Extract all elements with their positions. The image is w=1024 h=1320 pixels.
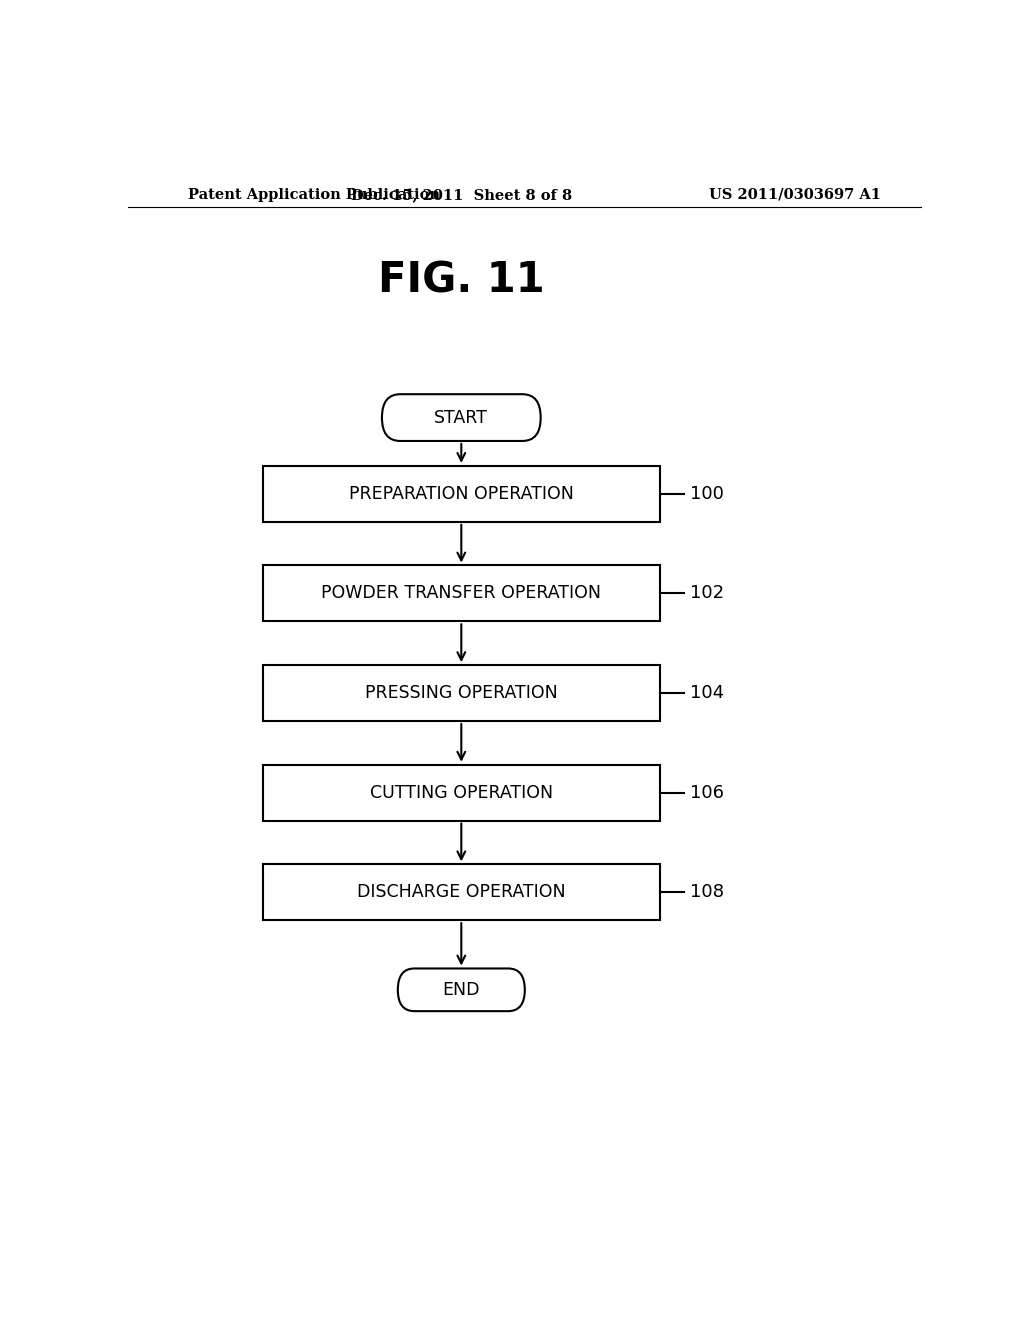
FancyBboxPatch shape [263,665,659,721]
Text: Dec. 15, 2011  Sheet 8 of 8: Dec. 15, 2011 Sheet 8 of 8 [351,187,571,202]
Text: PRESSING OPERATION: PRESSING OPERATION [365,684,558,702]
FancyBboxPatch shape [263,565,659,622]
FancyBboxPatch shape [263,466,659,521]
Text: 102: 102 [690,585,724,602]
FancyBboxPatch shape [397,969,524,1011]
Text: CUTTING OPERATION: CUTTING OPERATION [370,784,553,801]
Text: START: START [434,409,488,426]
Text: DISCHARGE OPERATION: DISCHARGE OPERATION [357,883,565,902]
Text: END: END [442,981,480,999]
Text: Patent Application Publication: Patent Application Publication [187,187,439,202]
Text: PREPARATION OPERATION: PREPARATION OPERATION [349,484,573,503]
Text: POWDER TRANSFER OPERATION: POWDER TRANSFER OPERATION [322,585,601,602]
Text: 108: 108 [690,883,724,902]
Text: US 2011/0303697 A1: US 2011/0303697 A1 [709,187,881,202]
FancyBboxPatch shape [263,764,659,821]
Text: 100: 100 [690,484,724,503]
Text: 106: 106 [690,784,724,801]
FancyBboxPatch shape [382,395,541,441]
Text: 104: 104 [690,684,724,702]
Text: FIG. 11: FIG. 11 [378,259,545,301]
FancyBboxPatch shape [263,865,659,920]
